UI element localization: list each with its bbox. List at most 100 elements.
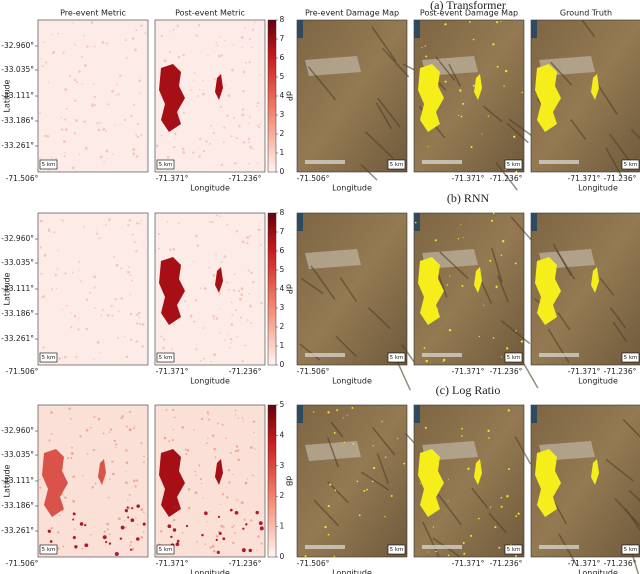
colorbar-tick-label: 0 [280, 167, 285, 176]
damage-speckle [461, 435, 463, 437]
speckle [163, 59, 167, 63]
colorbar-tick-label: 0 [280, 360, 285, 369]
speckle [213, 549, 216, 553]
speckle [241, 240, 245, 244]
damage-speckle [462, 236, 464, 238]
x-axis-label: Longitude [190, 569, 230, 574]
speckle [111, 460, 114, 463]
speckle [143, 244, 145, 246]
speckle [94, 482, 97, 485]
ridge [628, 489, 640, 502]
speckle [112, 153, 114, 155]
damage-speckle [460, 115, 463, 118]
damage-speckle [472, 38, 475, 41]
speckle [90, 534, 92, 536]
speckle [250, 322, 252, 324]
speckle [242, 89, 245, 93]
damage-speckle [435, 550, 437, 553]
speckle [182, 151, 186, 154]
ridge [547, 328, 570, 364]
speckle [64, 118, 66, 121]
scale-bar-box [387, 544, 406, 555]
speckle [47, 229, 51, 233]
speckle [106, 523, 110, 526]
speckle [249, 145, 253, 149]
speckle [131, 233, 134, 236]
speckle [99, 351, 101, 353]
speckle [48, 439, 51, 442]
speckle [223, 126, 226, 129]
colorbar-tick-label: 3 [280, 110, 285, 119]
damage-speckle [515, 170, 518, 173]
speckle [115, 95, 117, 97]
ridge [552, 243, 572, 277]
damage-speckle [424, 426, 427, 429]
x-tick-label: -71.371° [568, 367, 601, 376]
speckle [213, 318, 215, 321]
speckle [70, 452, 74, 455]
speckle [110, 305, 113, 308]
x-tick-label: -71.236° [229, 559, 262, 568]
speckle [193, 72, 196, 74]
ridge [367, 307, 391, 330]
sea-edge [531, 405, 537, 423]
speckle [131, 279, 134, 282]
speckle [208, 221, 211, 224]
sea-edge [297, 20, 303, 38]
speckle [184, 300, 187, 303]
speckle [72, 499, 76, 503]
damage-speckle [448, 329, 452, 332]
ridge [310, 265, 336, 300]
speckle [85, 298, 89, 301]
ridge [299, 343, 321, 361]
speckle [194, 470, 196, 473]
colorbar [267, 404, 277, 558]
damage-speckle [425, 306, 428, 308]
damage-speckle [460, 224, 462, 226]
speckle [140, 134, 143, 137]
speckle [77, 317, 80, 320]
speckle [204, 543, 207, 546]
damage-speckle [222, 537, 226, 541]
speckle [246, 236, 250, 239]
speckle [215, 253, 217, 256]
damage-speckle [472, 84, 475, 87]
damage-speckle [449, 275, 451, 277]
speckle [211, 221, 214, 224]
speckle [71, 272, 74, 274]
speckle [158, 247, 161, 250]
colorbar-tick-label: 8 [280, 208, 285, 217]
x-tick-label: -71.236° [604, 559, 637, 568]
speckle [239, 297, 242, 301]
speckle [208, 418, 211, 421]
damage-speckle [130, 518, 135, 523]
speckle [199, 360, 202, 362]
y-tick-label: -32.960° [1, 41, 34, 50]
speckle [173, 416, 176, 419]
speckle [105, 149, 109, 153]
speckle [230, 323, 234, 326]
speckle [250, 271, 253, 275]
damage-speckle [102, 535, 107, 540]
colorbar-tick-label: 5 [280, 400, 285, 409]
speckle [246, 478, 248, 480]
speckle [81, 55, 84, 58]
speckle [133, 103, 135, 106]
damage-speckle [119, 537, 123, 540]
speckle [107, 103, 110, 106]
speckle [160, 134, 163, 137]
urban-area [305, 56, 361, 76]
ridge [612, 321, 628, 342]
speckle [169, 248, 172, 252]
metric-map [37, 212, 149, 366]
damage-speckle [351, 407, 354, 409]
speckle [188, 506, 191, 510]
speckle [108, 533, 111, 536]
damage-speckle [356, 480, 359, 483]
speckle [226, 281, 229, 284]
speckle [230, 301, 233, 304]
speckle [70, 312, 72, 314]
speckle [202, 92, 205, 96]
speckle [39, 112, 41, 115]
speckle [71, 166, 75, 170]
